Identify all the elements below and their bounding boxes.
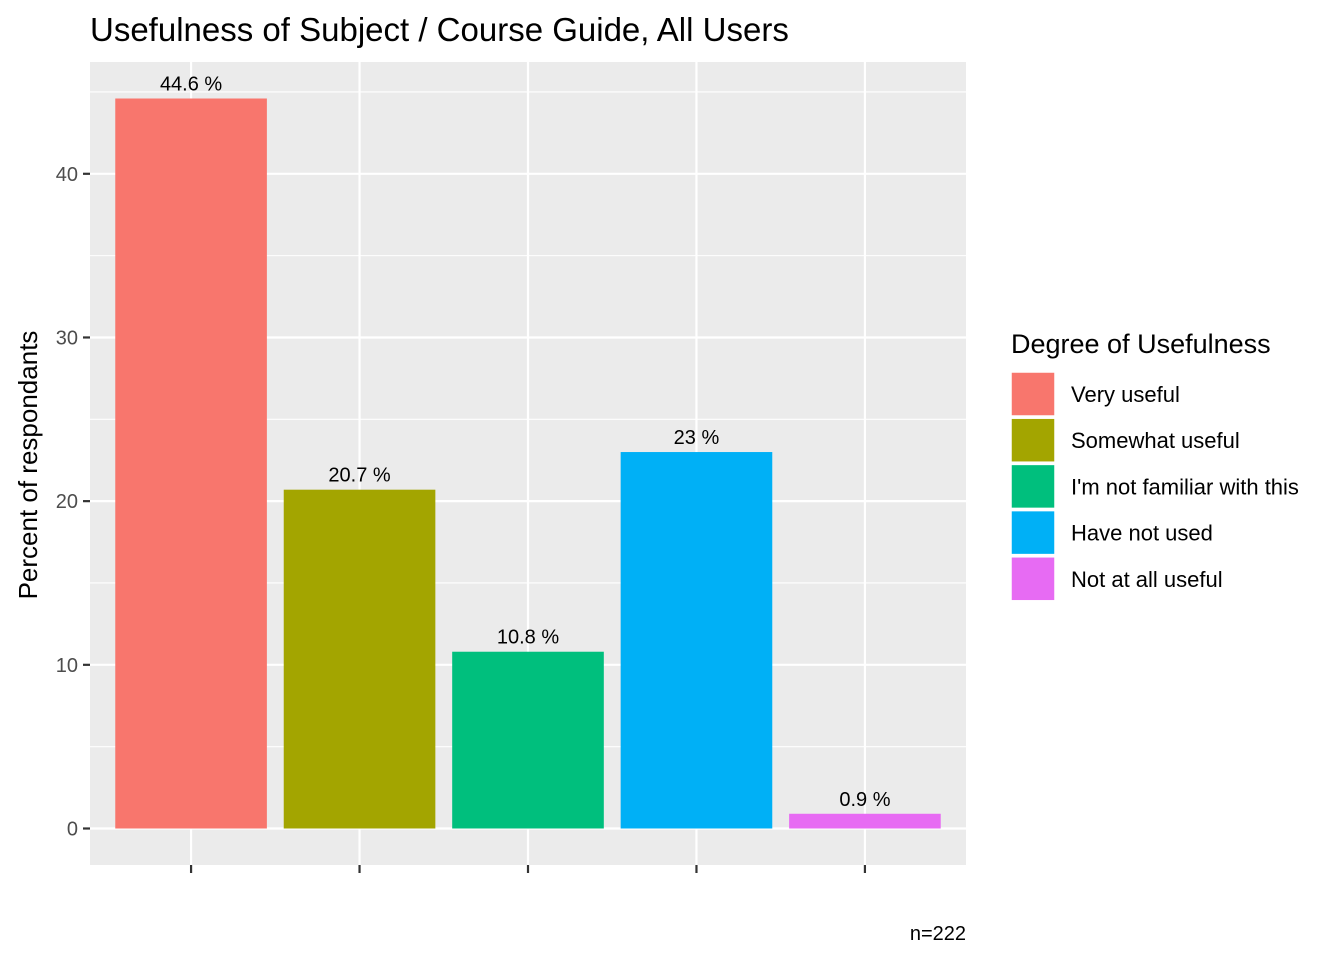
y-axis-title: Percent of respondants — [13, 331, 43, 600]
legend-key — [1010, 509, 1056, 556]
legend-label: I'm not familiar with this — [1071, 474, 1299, 499]
y-tick-label: 10 — [56, 655, 78, 677]
legend-label: Somewhat useful — [1071, 428, 1240, 453]
data-label: 20.7 % — [328, 465, 390, 487]
data-labels: 44.6 % 20.7 % 10.8 % 23 % 0.9 % — [160, 74, 891, 811]
data-label: 10.8 % — [497, 627, 559, 649]
bar — [283, 489, 436, 829]
y-tick-label: 0 — [67, 819, 78, 841]
y-tick-label: 20 — [56, 491, 78, 513]
x-axis — [189, 865, 867, 873]
bar — [789, 813, 941, 829]
bar — [620, 452, 773, 829]
legend-key — [1010, 463, 1056, 510]
legend-key — [1010, 556, 1056, 602]
legend-label: Have not used — [1071, 521, 1213, 546]
bar — [452, 651, 604, 829]
y-axis: 0 10 20 30 40 — [56, 164, 90, 841]
bars — [115, 98, 941, 829]
y-tick-label: 30 — [56, 327, 78, 349]
data-label: 0.9 % — [839, 789, 890, 811]
legend-title: Degree of Usefulness — [1011, 329, 1271, 359]
legend-items: Very useful Somewhat useful I'm not famili… — [1010, 371, 1299, 602]
data-label: 23 % — [674, 427, 720, 449]
legend-label: Very useful — [1071, 382, 1180, 407]
legend: Degree of Usefulness Very useful Somewhat… — [1010, 329, 1299, 602]
legend-key — [1010, 371, 1056, 417]
bar — [115, 98, 267, 829]
data-label: 44.6 % — [160, 74, 222, 96]
chart-title: Usefulness of Subject / Course Guide, Al… — [90, 11, 789, 48]
caption: n=222 — [910, 923, 966, 945]
legend-key — [1010, 417, 1056, 463]
y-tick-label: 40 — [56, 164, 78, 186]
legend-label: Not at all useful — [1071, 567, 1223, 592]
